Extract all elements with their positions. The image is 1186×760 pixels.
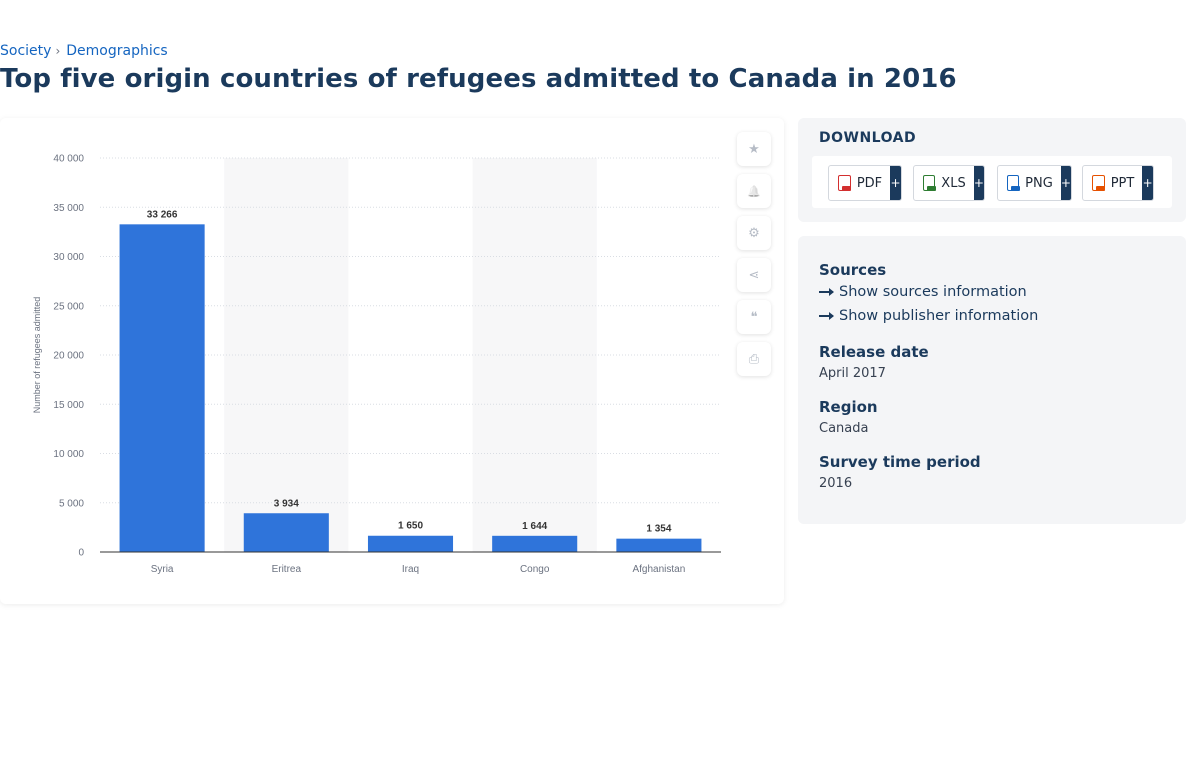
- print-button[interactable]: ⎙: [737, 342, 771, 376]
- download-png-button[interactable]: PNG +: [997, 165, 1072, 201]
- plus-icon: +: [1060, 166, 1071, 200]
- data-label: 1 644: [522, 521, 547, 532]
- plus-icon: +: [973, 166, 984, 200]
- data-labels: 33 266 3 934 1 650 1 644 1 354: [147, 209, 672, 534]
- favorite-button[interactable]: ★: [737, 132, 771, 166]
- cite-button[interactable]: ❝: [737, 300, 771, 334]
- bar[interactable]: [616, 538, 702, 552]
- download-ppt-label: PPT: [1110, 175, 1135, 191]
- png-file-icon: [1007, 175, 1021, 191]
- x-tick-label: Syria: [151, 564, 174, 575]
- breadcrumb: Society › Demographics: [0, 43, 168, 59]
- breadcrumb-separator-icon: ›: [55, 44, 61, 58]
- y-tick-label: 40 000: [53, 154, 84, 165]
- data-label: 1 650: [398, 521, 423, 532]
- bell-icon: 🔔: [747, 184, 761, 198]
- chart-band: [472, 158, 597, 552]
- share-icon: ⋖: [748, 267, 760, 283]
- data-label: 3 934: [274, 498, 299, 509]
- y-tick-label: 0: [78, 548, 84, 559]
- download-xls-button[interactable]: XLS +: [913, 165, 985, 201]
- survey-period-value: 2016: [819, 476, 853, 491]
- arrow-right-icon: [819, 312, 834, 320]
- sources-heading: Sources: [819, 261, 887, 279]
- show-publisher-label: Show publisher information: [839, 308, 1039, 324]
- y-tick-label: 15 000: [53, 400, 84, 411]
- download-xls-label: XLS: [941, 175, 966, 191]
- ppt-file-icon: [1092, 175, 1105, 191]
- share-button[interactable]: ⋖: [737, 258, 771, 292]
- chart-toolbar: ★ 🔔 ⚙ ⋖ ❝ ⎙: [737, 132, 773, 384]
- y-axis-ticks: 0 5 000 10 000 15 000 20 000 25 000 30 000 35 0…: [53, 154, 84, 559]
- x-tick-label: Iraq: [402, 564, 419, 575]
- show-sources-label: Show sources information: [839, 284, 1027, 300]
- region-heading: Region: [819, 398, 878, 416]
- plus-icon: +: [1142, 166, 1153, 200]
- show-sources-link[interactable]: Show sources information: [819, 284, 1027, 300]
- release-date-value: April 2017: [819, 366, 886, 381]
- download-pdf-button[interactable]: PDF +: [828, 165, 902, 201]
- download-panel: DOWNLOAD PDF + XLS + PNG + PPT +: [798, 118, 1186, 222]
- breadcrumb-demographics[interactable]: Demographics: [66, 43, 168, 59]
- y-tick-label: 20 000: [53, 351, 84, 362]
- bar[interactable]: [119, 224, 205, 552]
- download-pdf-label: PDF: [856, 175, 883, 191]
- y-tick-label: 10 000: [53, 449, 84, 460]
- region-value: Canada: [819, 421, 869, 436]
- chart-card: 0 5 000 10 000 15 000 20 000 25 000 30 000 35 0…: [0, 118, 784, 604]
- x-axis-ticks: Syria Eritrea Iraq Congo Afghanistan: [151, 564, 686, 575]
- breadcrumb-society[interactable]: Society: [0, 43, 52, 59]
- download-title: DOWNLOAD: [819, 130, 917, 146]
- quote-icon: ❝: [750, 309, 758, 325]
- data-label: 1 354: [646, 524, 671, 535]
- download-png-label: PNG: [1025, 175, 1053, 191]
- y-tick-label: 5 000: [59, 498, 84, 509]
- x-tick-label: Eritrea: [272, 564, 302, 575]
- x-tick-label: Congo: [520, 564, 550, 575]
- survey-period-heading: Survey time period: [819, 453, 981, 471]
- release-date-heading: Release date: [819, 343, 929, 361]
- bar[interactable]: [492, 535, 578, 552]
- bar[interactable]: [367, 535, 454, 552]
- bar-chart: 0 5 000 10 000 15 000 20 000 25 000 30 000 35 0…: [32, 154, 721, 575]
- chart-bars: [119, 224, 702, 552]
- print-icon: ⎙: [748, 351, 760, 367]
- settings-button[interactable]: ⚙: [737, 216, 771, 250]
- pdf-file-icon: [838, 175, 851, 191]
- xls-file-icon: [923, 175, 937, 191]
- y-tick-label: 35 000: [53, 203, 84, 214]
- arrow-right-icon: [819, 288, 834, 296]
- download-buttons: PDF + XLS + PNG + PPT +: [812, 156, 1172, 208]
- y-tick-label: 25 000: [53, 301, 84, 312]
- chart-bands: [224, 158, 597, 552]
- show-publisher-link[interactable]: Show publisher information: [819, 308, 1038, 324]
- notify-button[interactable]: 🔔: [737, 174, 771, 208]
- statistic-details-panel: Sources Show sources information Show pu…: [798, 236, 1186, 524]
- y-tick-label: 30 000: [53, 252, 84, 263]
- page-title: Top five origin countries of refugees ad…: [0, 64, 957, 94]
- star-icon: ★: [748, 141, 760, 157]
- plus-icon: +: [890, 166, 901, 200]
- bar[interactable]: [243, 513, 329, 552]
- gear-icon: ⚙: [748, 225, 760, 241]
- data-label: 33 266: [147, 209, 178, 220]
- y-axis-label: Number of refugees admitted: [32, 297, 42, 414]
- x-tick-label: Afghanistan: [632, 564, 685, 575]
- download-ppt-button[interactable]: PPT +: [1082, 165, 1154, 201]
